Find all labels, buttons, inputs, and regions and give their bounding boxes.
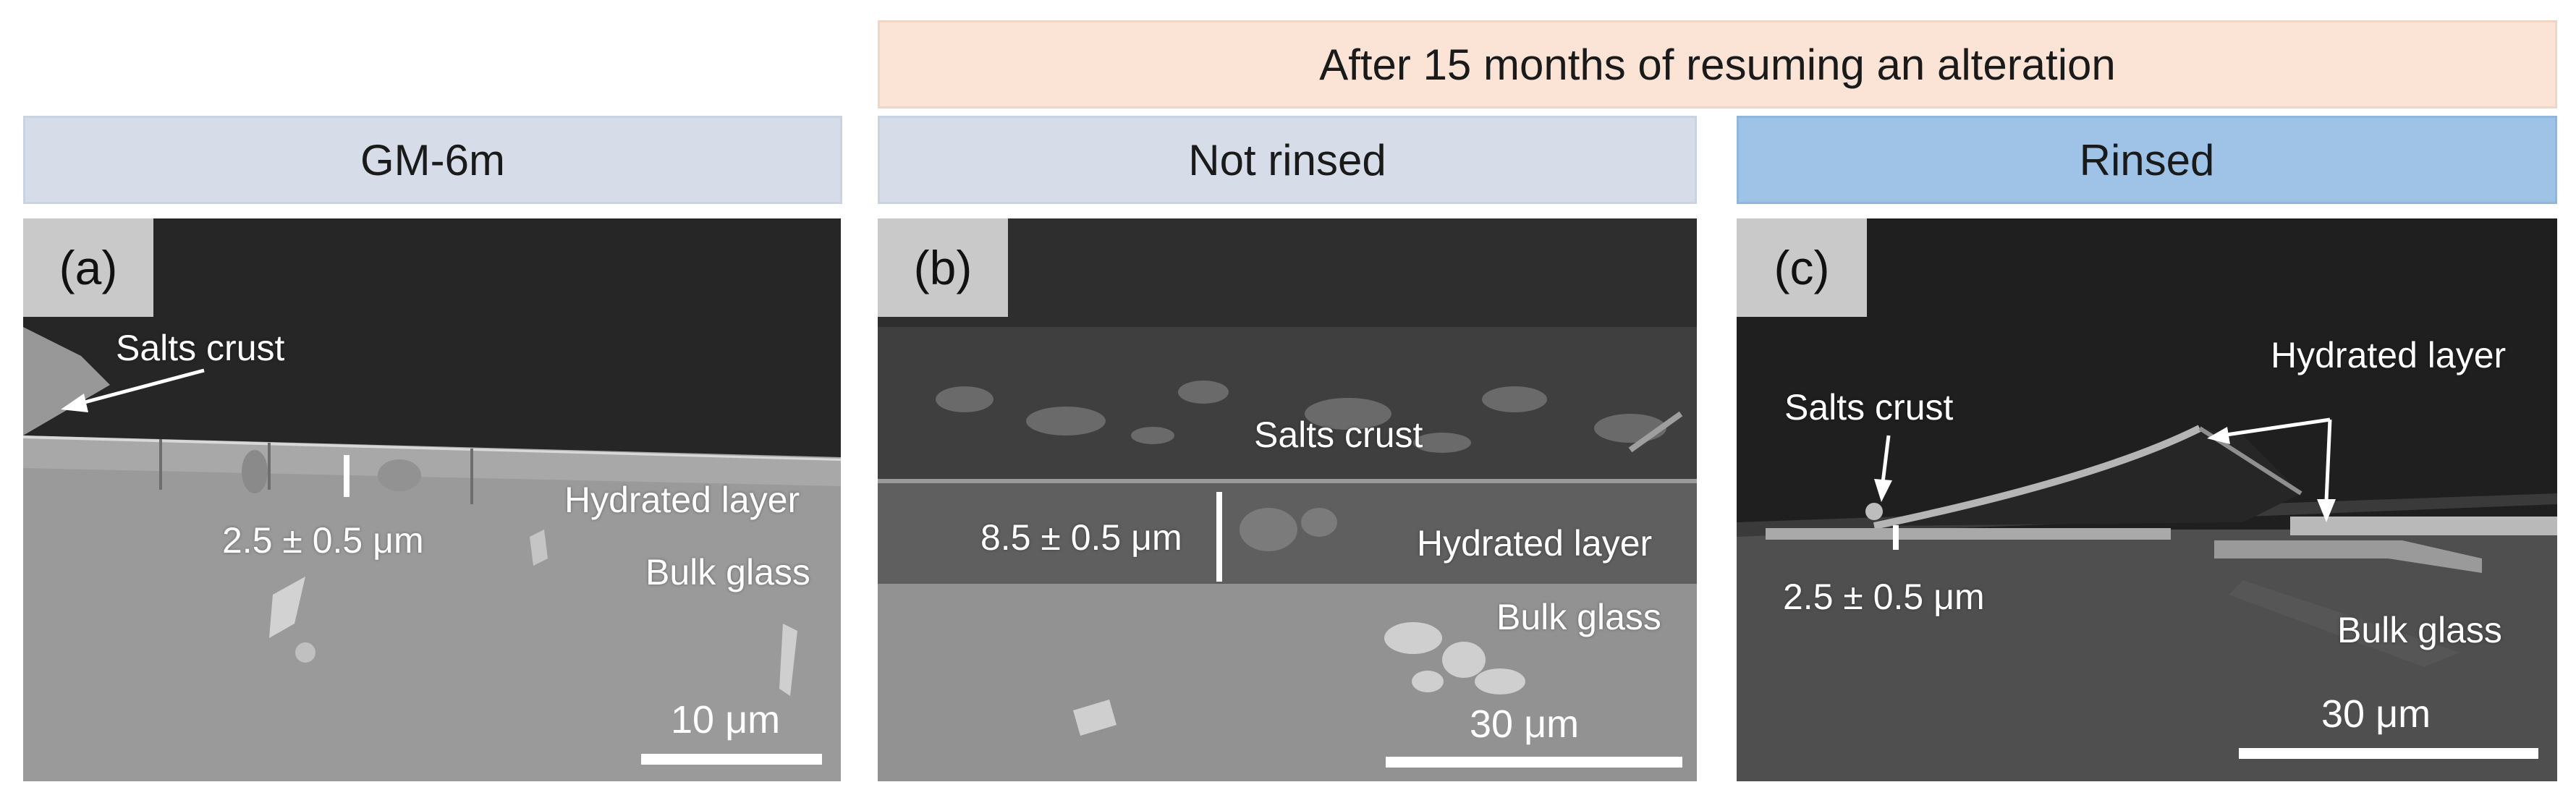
bulk-glass-label: Bulk glass bbox=[1496, 597, 1661, 637]
hydrated-layer-label: Hydrated layer bbox=[2271, 335, 2507, 375]
panel-label-a: (a) bbox=[23, 218, 153, 317]
scale-bar bbox=[1386, 757, 1682, 768]
panel-label-b: (b) bbox=[878, 218, 1008, 317]
scale-bar-label: 30 μm bbox=[2321, 692, 2431, 736]
salts-crust-label: Salts crust bbox=[116, 328, 285, 368]
thickness-label: 2.5 ± 0.5 μm bbox=[222, 520, 424, 561]
sem-image-a bbox=[23, 218, 841, 781]
scale-bar bbox=[641, 754, 822, 765]
bulk-glass-label: Bulk glass bbox=[2337, 610, 2502, 650]
thickness-label: 2.5 ± 0.5 μm bbox=[1783, 577, 1985, 617]
sem-image-panel-c: (c) Salts crust Hydrated layer 2.5 ± 0.5… bbox=[1737, 218, 2557, 781]
panel-label-c: (c) bbox=[1737, 218, 1867, 317]
scale-bar-label: 10 μm bbox=[671, 698, 781, 742]
sem-image-c bbox=[1737, 218, 2557, 781]
sem-image-b bbox=[878, 218, 1697, 781]
header-not-rinsed: Not rinsed bbox=[878, 116, 1697, 204]
hydrated-layer-label: Hydrated layer bbox=[1417, 523, 1653, 564]
sem-image-panel-b: (b) Salts crust 8.5 ± 0.5 μm Hydrated la… bbox=[878, 218, 1697, 781]
header-gm-6m: GM-6m bbox=[23, 116, 842, 204]
scale-bar bbox=[2239, 748, 2538, 759]
salts-crust-label: Salts crust bbox=[1254, 415, 1423, 455]
bulk-glass-label: Bulk glass bbox=[645, 552, 810, 592]
salts-crust-label: Salts crust bbox=[1784, 387, 1954, 428]
hydrated-layer-label: Hydrated layer bbox=[564, 480, 800, 520]
header-after-15-months: After 15 months of resuming an alteratio… bbox=[878, 20, 2557, 109]
scale-bar-label: 30 μm bbox=[1470, 702, 1580, 746]
thickness-label: 8.5 ± 0.5 μm bbox=[980, 517, 1182, 558]
sem-image-panel-a: (a) Salts crust Hydrated layer 2.5 ± 0.5… bbox=[23, 218, 841, 781]
header-rinsed: Rinsed bbox=[1737, 116, 2557, 204]
